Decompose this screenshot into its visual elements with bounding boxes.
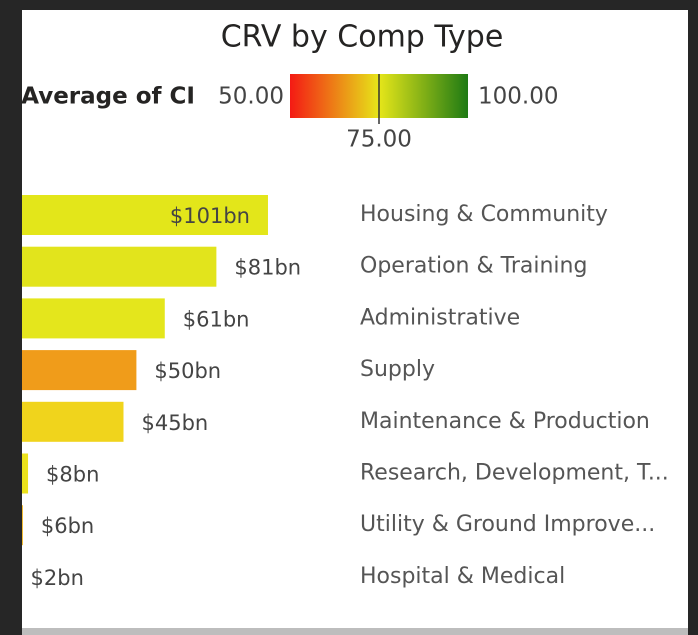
- chart-title: CRV by Comp Type: [221, 20, 504, 55]
- data-label: $6bn: [41, 514, 94, 538]
- bar: [22, 401, 124, 442]
- category-label: Research, Development, T...: [360, 461, 669, 486]
- category-label: Supply: [360, 357, 435, 382]
- plot: CRV by Comp Type Average of CI 50.00 100.…: [7, 20, 669, 597]
- data-label: $61bn: [183, 307, 250, 331]
- bar: [22, 350, 137, 391]
- data-label: $81bn: [234, 256, 301, 280]
- category-label: Hospital & Medical: [360, 564, 565, 589]
- bar: [22, 246, 217, 287]
- data-label: $45bn: [142, 411, 209, 435]
- data-label: $101bn: [170, 204, 250, 228]
- data-label: $2bn: [31, 566, 84, 590]
- bar: [22, 453, 29, 494]
- legend-title: Average of CI: [21, 84, 195, 110]
- data-label: $50bn: [154, 359, 221, 383]
- category-label: Maintenance & Production: [360, 409, 650, 434]
- category-label: Housing & Community: [360, 202, 608, 227]
- bar: [22, 505, 23, 546]
- bar: [7, 557, 12, 597]
- bar: [22, 298, 165, 339]
- legend-min-label: 50.00: [218, 84, 284, 110]
- category-label: Administrative: [360, 305, 520, 330]
- scrollbar: [22, 628, 688, 635]
- data-label: $8bn: [46, 463, 99, 487]
- category-label: Utility & Ground Improve...: [360, 512, 655, 537]
- bar: [22, 195, 268, 235]
- legend-max-label: 100.00: [478, 84, 558, 110]
- legend-mid-label: 75.00: [346, 127, 412, 153]
- category-label: Operation & Training: [360, 254, 587, 279]
